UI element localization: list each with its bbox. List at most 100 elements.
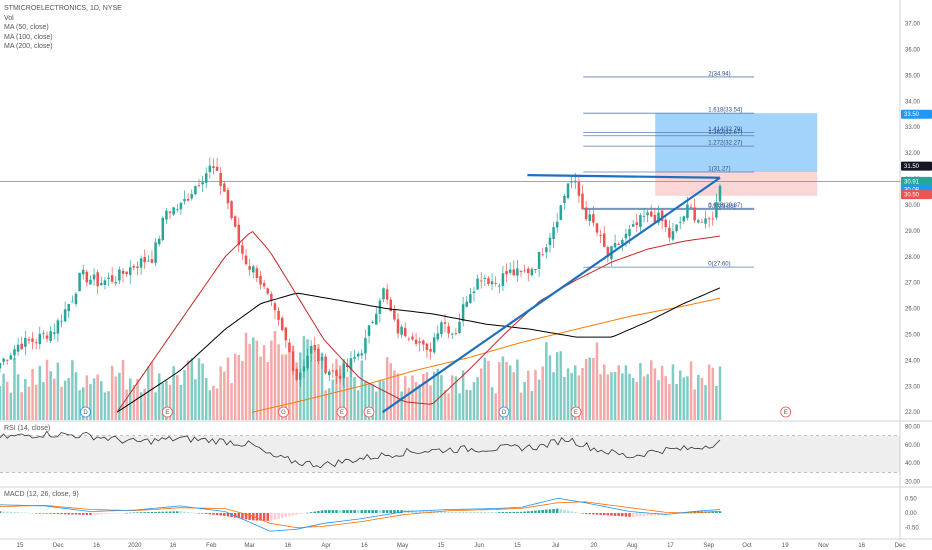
macd-histogram-bar	[436, 511, 440, 513]
macd-histogram-bar	[335, 510, 338, 513]
macd-histogram-bar	[13, 511, 16, 513]
candle-body	[595, 223, 599, 233]
volume-bar	[718, 366, 722, 420]
price-tick-label: 37.00	[905, 22, 921, 28]
volume-bar	[602, 364, 606, 420]
candle-body	[280, 317, 284, 331]
candle-body	[320, 356, 324, 361]
macd-histogram-bar	[595, 513, 599, 515]
macd-histogram-bar	[548, 509, 552, 513]
price-tick-label: 22.00	[905, 410, 921, 416]
candle-body	[324, 356, 327, 374]
macd-histogram-bar	[331, 510, 335, 513]
macd-histogram-bar	[545, 509, 548, 513]
macd-histogram-bar	[212, 513, 215, 515]
candle-body	[657, 212, 660, 223]
macd-title[interactable]: MACD (12, 26, close, 9)	[4, 491, 79, 498]
rsi-title[interactable]: RSI (14, close)	[4, 425, 51, 432]
candle-body	[24, 337, 27, 347]
macd-histogram-bar	[284, 513, 288, 518]
volume-bar	[128, 378, 132, 420]
volume-bar	[458, 393, 461, 420]
volume-bar	[707, 364, 711, 420]
candle-body	[537, 251, 541, 270]
event-marker-label: E	[367, 410, 371, 416]
volume-bar	[574, 365, 577, 420]
candle-body	[215, 166, 219, 171]
volume-bar	[541, 366, 544, 420]
candle-body	[295, 368, 298, 380]
macd-histogram-bar	[443, 511, 447, 513]
candle-body	[38, 333, 42, 345]
macd-histogram-bar	[317, 510, 320, 513]
volume-bar	[230, 383, 233, 420]
macd-histogram-bar	[38, 513, 42, 514]
macd-histogram-bar	[563, 509, 566, 513]
volume-bar	[686, 376, 689, 420]
macd-histogram-bar	[208, 513, 212, 515]
candle-body	[49, 331, 52, 341]
candle-body	[154, 242, 157, 263]
macd-histogram-bar	[606, 513, 610, 516]
event-marker-label: D	[83, 410, 88, 416]
legend-ma50[interactable]: MA (50, close)	[4, 24, 49, 31]
candle-body	[621, 239, 624, 245]
macd-histogram-bar	[715, 511, 718, 513]
time-tick-label: 16	[858, 543, 865, 549]
volume-bar	[711, 367, 715, 420]
legend-ma200[interactable]: MA (200, close)	[4, 43, 53, 50]
volume-bar	[190, 358, 194, 420]
macd-histogram-bar	[349, 510, 353, 513]
macd-histogram-bar	[204, 513, 208, 514]
candle-body	[299, 372, 302, 380]
volume-bar	[262, 345, 266, 420]
volume-bar	[577, 375, 581, 420]
candle-body	[697, 220, 700, 223]
volume-bar	[42, 382, 45, 420]
volume-bar	[678, 370, 682, 420]
volume-bar	[382, 380, 385, 420]
volume-bar	[371, 384, 374, 420]
macd-histogram-bar	[465, 511, 468, 513]
legend-symbol[interactable]: STMICROELECTRONICS, 1D, NYSE	[4, 5, 122, 12]
price-tick-label: 26.00	[905, 307, 921, 313]
macd-histogram-bar	[534, 510, 537, 513]
candle-body	[675, 224, 678, 232]
volume-bar	[668, 384, 671, 420]
candle-body	[233, 216, 237, 227]
macd-histogram-bar	[483, 512, 487, 513]
macd-histogram-bar	[451, 511, 454, 513]
volume-bar	[92, 378, 96, 420]
price-tag-label: 30.91	[904, 179, 920, 185]
legend-vol[interactable]: Vol	[4, 14, 14, 22]
volume-bar	[2, 373, 5, 420]
volume-bar	[537, 379, 541, 420]
volume-bar	[67, 377, 71, 420]
volume-bar	[313, 347, 317, 420]
macd-histogram-bar	[689, 511, 693, 513]
macd-histogram-bar	[233, 513, 237, 518]
volume-bar	[642, 376, 646, 420]
macd-histogram-bar	[327, 510, 331, 513]
stop-zone	[655, 172, 818, 196]
candle-body	[237, 224, 241, 246]
volume-bar	[479, 368, 483, 420]
volume-bar	[613, 372, 617, 420]
fib-level-label: 0.618(29.87)	[708, 203, 742, 209]
macd-histogram-bar	[523, 511, 526, 513]
time-tick-label: 15	[17, 543, 24, 549]
candle-body	[172, 207, 175, 215]
candle-body	[78, 272, 81, 292]
volume-bar	[107, 391, 110, 420]
macd-histogram-bar	[367, 510, 371, 513]
candle-body	[678, 221, 682, 223]
macd-histogram-bar	[646, 513, 649, 516]
macd-tick-label: -0.50	[905, 526, 919, 532]
candle-body	[689, 206, 693, 208]
legend-ma100[interactable]: MA (100, close)	[4, 33, 53, 41]
macd-histogram-bar	[501, 512, 505, 513]
macd-histogram-bar	[422, 510, 425, 513]
candle-body	[498, 285, 501, 287]
volume-bar	[621, 373, 624, 420]
